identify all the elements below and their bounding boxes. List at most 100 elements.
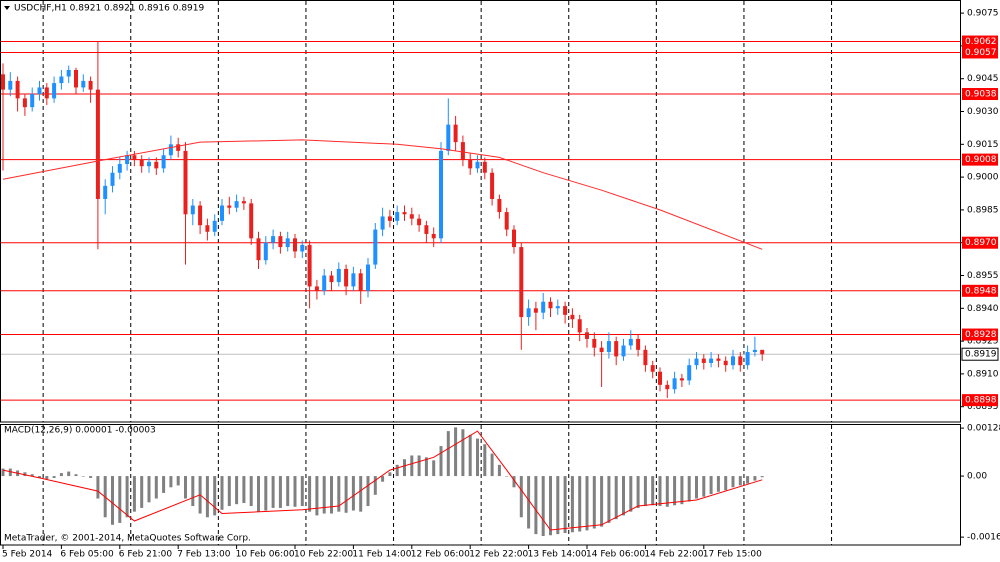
histogram-bar xyxy=(614,476,618,520)
histogram-bar xyxy=(89,476,93,478)
candle-body xyxy=(147,161,151,167)
x-tick-label: 17 Feb 15:00 xyxy=(703,550,762,560)
candle-body xyxy=(59,76,64,84)
candle-body xyxy=(300,244,305,252)
candle-body xyxy=(241,201,246,204)
histogram-bar xyxy=(439,446,443,477)
histogram-bar xyxy=(242,476,246,504)
candle-body xyxy=(110,172,115,186)
candle-body xyxy=(66,69,71,77)
histogram-bar xyxy=(118,476,122,523)
candle-body xyxy=(154,161,159,169)
histogram-bar xyxy=(191,476,195,507)
histogram-bar xyxy=(74,474,78,477)
level-label-box xyxy=(962,88,998,101)
histogram-bar xyxy=(592,476,596,529)
candle-body xyxy=(497,198,502,213)
title-arrow xyxy=(4,6,10,10)
candle-body xyxy=(52,83,57,99)
x-tick-label: 12 Feb 06:00 xyxy=(411,550,470,560)
candle-body xyxy=(168,144,173,156)
candle-body xyxy=(366,264,370,291)
candle-body xyxy=(15,80,20,99)
candle-body xyxy=(205,225,210,232)
histogram-bar xyxy=(490,453,494,477)
histogram-bar xyxy=(235,476,239,505)
y-tick-label: 0.8910 xyxy=(967,369,999,379)
histogram-bar xyxy=(432,460,436,477)
candle-body xyxy=(336,268,341,283)
chart-title: USDCHF,H1 0.8921 0.8921 0.8916 0.8919 xyxy=(14,4,204,14)
y-tick-label: -0.00163 xyxy=(967,533,1000,543)
histogram-bar xyxy=(162,476,166,493)
candle-body xyxy=(183,150,188,215)
candle-body xyxy=(1,74,5,90)
level-label: 0.9057 xyxy=(965,48,997,58)
candle-body xyxy=(614,341,619,357)
histogram-bar xyxy=(724,476,728,491)
candle-body xyxy=(125,155,130,164)
candle-body xyxy=(271,236,276,243)
y-tick-label: 0.00128 xyxy=(967,424,1000,434)
histogram-bar xyxy=(293,476,297,507)
histogram-bar xyxy=(52,476,56,478)
main-panel-frame xyxy=(0,0,961,423)
histogram-bar xyxy=(665,476,669,507)
y-tick-label: 0.9030 xyxy=(967,107,999,117)
y-tick-label: 0.8895 xyxy=(967,402,999,412)
candle-body xyxy=(548,301,553,309)
y-tick-label: 0.8925 xyxy=(967,337,999,347)
histogram-bar xyxy=(359,476,363,512)
candle-body xyxy=(577,319,582,333)
candle-body xyxy=(373,229,378,265)
candle-body xyxy=(249,203,254,239)
x-tick-label: 6 Feb 05:00 xyxy=(60,550,114,560)
level-label-box xyxy=(962,46,998,59)
histogram-bar xyxy=(184,476,187,499)
y-tick-label: 0.9000 xyxy=(967,173,999,183)
candle-body xyxy=(533,308,538,313)
histogram-bar xyxy=(322,476,326,514)
candle-body xyxy=(139,159,144,167)
histogram-bar xyxy=(30,474,34,477)
histogram-bar xyxy=(519,476,523,518)
level-label: 0.8970 xyxy=(965,238,997,248)
histogram-bar xyxy=(476,438,479,477)
histogram-bar xyxy=(403,459,406,477)
candle-body xyxy=(752,349,757,353)
candle-body xyxy=(701,358,706,363)
histogram-bar xyxy=(541,476,545,537)
histogram-bar xyxy=(505,476,509,477)
candle-body xyxy=(628,338,633,346)
histogram-bar xyxy=(483,444,487,477)
candle-body xyxy=(417,218,422,226)
histogram-bar xyxy=(1,468,5,477)
candle-body xyxy=(687,365,692,381)
candle-body xyxy=(227,205,232,208)
histogram-bar xyxy=(622,476,625,516)
candle-body xyxy=(358,273,363,291)
histogram-bar xyxy=(417,455,421,477)
histogram-bar xyxy=(213,476,217,516)
candle-body xyxy=(519,247,524,318)
histogram-bar xyxy=(264,476,268,511)
histogram-bar xyxy=(205,476,209,518)
level-label-box xyxy=(962,328,998,341)
x-tick-label: 7 Feb 13:00 xyxy=(177,550,231,560)
histogram-bar xyxy=(607,476,611,523)
histogram-bar xyxy=(680,476,684,505)
candle-body xyxy=(395,212,400,221)
level-label: 0.9062 xyxy=(965,37,997,47)
histogram-bar xyxy=(344,476,348,513)
x-tick-label: 14 Feb 22:00 xyxy=(644,550,703,560)
candle-body xyxy=(220,205,224,221)
histogram-bar xyxy=(330,476,333,514)
x-tick-label: 10 Feb 06:00 xyxy=(236,550,295,560)
x-tick-label: 12 Feb 22:00 xyxy=(469,550,528,560)
histogram-bar xyxy=(731,476,735,488)
histogram-bar xyxy=(687,476,691,502)
histogram-bar xyxy=(38,476,41,478)
candle-body xyxy=(709,358,714,363)
